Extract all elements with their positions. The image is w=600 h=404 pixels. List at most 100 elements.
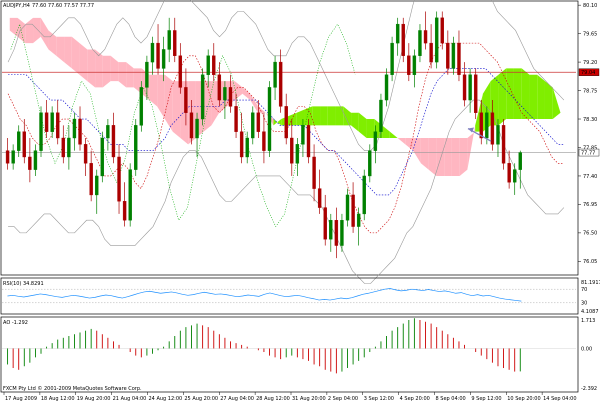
ao-axis: 1.713 0.00 -2.392	[581, 318, 597, 392]
bull-candle	[128, 169, 132, 221]
bull-candle	[345, 194, 350, 221]
bull-candle	[273, 61, 277, 88]
cloud-segment	[428, 138, 437, 176]
bear-candle	[217, 74, 222, 101]
ao-panel: 1.713 0.00 -2.392 AO -1.292 FXCM Pty Ltd ©…	[0, 316, 597, 393]
price-label-box	[578, 148, 600, 157]
cloud-segment	[289, 112, 297, 126]
bear-candle	[117, 156, 121, 202]
bull-candle	[72, 118, 77, 139]
cloud-segment	[211, 81, 220, 126]
price-axis-tick-label: 78.75	[583, 88, 597, 94]
bull-candle	[50, 112, 54, 132]
time-axis-tick-label: 3 Sep 12:00	[364, 396, 394, 402]
bull-candle	[379, 99, 383, 132]
cloud-segment	[320, 106, 328, 126]
symbol-title: AUDJPY,H4	[3, 3, 30, 9]
bull-candle	[11, 150, 15, 164]
bull-candle	[161, 49, 166, 69]
bull-candle	[134, 125, 138, 170]
price-axis-tick-label: 76.50	[583, 231, 597, 237]
cloud-segment	[64, 36, 72, 69]
bull-candle	[39, 112, 43, 151]
bear-candle	[446, 42, 450, 69]
time-axis-tick-label: 27 Aug 04:00	[220, 396, 254, 402]
candlesticks	[5, 11, 522, 259]
bear-candle	[256, 112, 261, 132]
bull-candle	[106, 125, 110, 139]
bear-candle	[278, 61, 283, 107]
price-axis-tick-label: 78.30	[583, 117, 597, 123]
bull-candle	[100, 137, 105, 177]
bull-candle	[95, 175, 99, 196]
price-axis-tick-label: 76.05	[583, 259, 597, 265]
bear-candle	[61, 137, 66, 158]
price-label-text: 79.04	[581, 70, 595, 76]
cloud-segment	[552, 87, 561, 120]
ao-panel-frame	[0, 316, 579, 393]
arrow-annotation	[467, 127, 492, 142]
cloud-segment	[304, 106, 313, 126]
bear-candle	[28, 156, 32, 170]
bull-candle	[145, 61, 149, 88]
cloud-segment	[149, 74, 158, 107]
bear-candle	[323, 207, 327, 240]
cloud-segment	[296, 109, 305, 126]
cloud-segment	[343, 106, 352, 126]
bear-candle	[122, 201, 127, 221]
rsi-axis-label: 30	[581, 301, 587, 307]
main-panel-frame	[0, 0, 579, 276]
bull-candle	[356, 213, 361, 227]
cloud-segment	[172, 81, 181, 138]
bull-candle	[496, 125, 500, 145]
bull-candle	[223, 87, 227, 101]
time-axis-tick-label: 19 Aug 20:00	[77, 396, 111, 402]
bull-candle	[384, 74, 389, 101]
price-axis-tick-label: 77.85	[583, 145, 597, 151]
bollinger-lower-line	[8, 99, 565, 284]
time-axis-tick-label: 8 Sep 04:00	[436, 396, 466, 402]
main-price-panel: 80.10 79.65 79.20 78.75 78.30 77.85 77.40 76.95…	[0, 0, 600, 284]
cloud-segment	[544, 81, 553, 120]
price-axis-tick-label: 79.65	[583, 31, 597, 37]
cloud-segment	[382, 125, 390, 138]
bull-candle	[33, 150, 38, 170]
cloud-segment	[537, 74, 545, 120]
cloud-segment	[405, 138, 414, 151]
cloud-segment	[506, 68, 514, 120]
bull-candle	[368, 150, 372, 177]
bear-candle	[334, 220, 339, 246]
chikou-span-line	[10, 23, 356, 228]
cloud-segment	[351, 112, 359, 132]
bull-candle	[362, 175, 366, 215]
bull-candle	[329, 220, 333, 240]
bear-candle	[290, 137, 294, 164]
time-axis-tick-label: 31 Aug 20:00	[292, 396, 326, 402]
cloud-segment	[118, 62, 127, 88]
time-axis-tick-label: 18 Aug 12:00	[41, 396, 75, 402]
bear-candle	[473, 74, 478, 113]
price-axis-tick-label: 77.40	[583, 174, 597, 180]
cloud-segment	[40, 17, 49, 50]
ohlc-readout: 77.60 77.60 77.57 77.77	[32, 3, 94, 9]
time-axis-tick-label: 9 Sep 12:00	[471, 396, 501, 402]
bull-candle	[17, 131, 21, 151]
bull-candle	[139, 87, 144, 126]
time-axis-tick-label: 4 Sep 20:00	[400, 396, 430, 402]
cloud-segment	[335, 106, 344, 126]
bollinger-upper-line	[7, 0, 565, 151]
cloud-segment	[358, 112, 367, 138]
cloud-segment	[157, 74, 165, 120]
ao-histogram	[2, 318, 576, 374]
bull-candle	[485, 112, 489, 139]
cloud-segment	[9, 17, 18, 37]
time-axis-tick-label: 21 Aug 04:00	[113, 396, 147, 402]
bear-candle	[351, 194, 355, 227]
bull-candle	[301, 125, 305, 145]
time-axis-tick-label: 25 Aug 20:00	[184, 396, 218, 402]
bull-candle	[468, 74, 472, 101]
time-axis: 17 Aug 2009 18 Aug 12:00 19 Aug 20:00 21 Au…	[3, 392, 577, 402]
bull-candle	[340, 220, 344, 246]
